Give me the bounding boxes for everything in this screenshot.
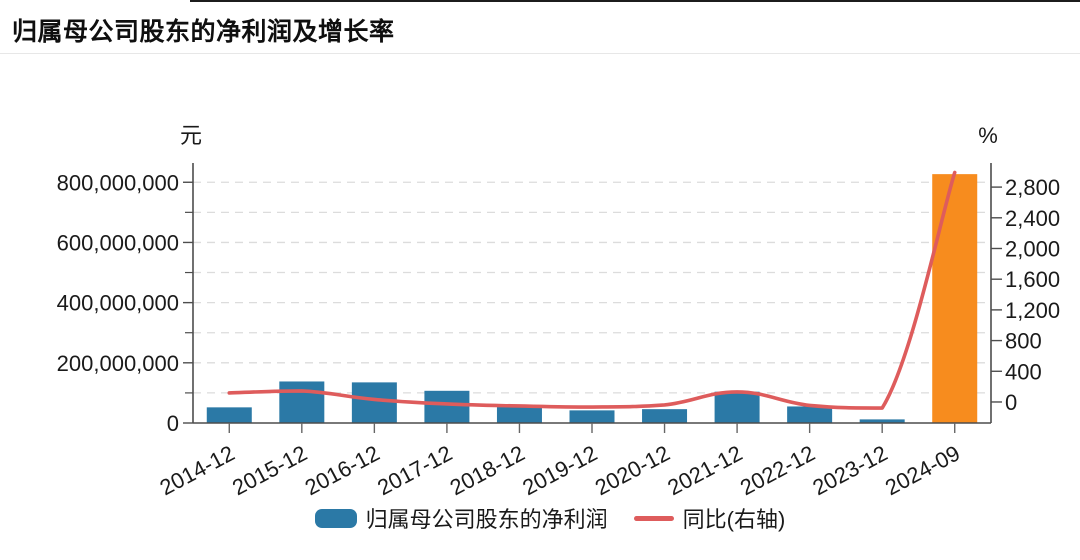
x-axis-label-2023-12: 2023-12 [808,440,891,500]
bar-2021-12[interactable] [714,391,760,423]
right-axis-label: 0 [1005,390,1017,415]
right-axis-label: 2,400 [1005,206,1060,231]
right-axis-label: 800 [1005,329,1042,354]
right-axis-label: 2,000 [1005,236,1060,261]
right-axis-label: 400 [1005,359,1042,384]
bar-2022-12[interactable] [787,406,833,423]
header-divider [0,53,1080,54]
legend-label-yoy: 同比(右轴) [682,507,786,532]
yoy-line [227,170,957,410]
x-axis-label-2016-12: 2016-12 [301,440,384,500]
x-axis-label-2017-12: 2017-12 [373,440,456,500]
x-axis-label-2019-12: 2019-12 [518,440,601,500]
left-axis-label: 0 [167,411,179,436]
bar-2023-12[interactable] [859,419,905,423]
bar-2024-09[interactable] [932,174,978,423]
legend-item-net-profit[interactable]: 归属母公司股东的净利润 [314,502,608,534]
top-border-line [190,0,1080,2]
x-axis-label-2022-12: 2022-12 [736,440,819,500]
chart-legend: 归属母公司股东的净利润 同比(右轴) [10,502,1080,534]
right-axis-unit: % [978,123,998,148]
bar-2015-12[interactable] [279,381,325,423]
left-axis-label: 400,000,000 [57,291,179,316]
bar-2019-12[interactable] [569,410,615,423]
bar-2018-12[interactable] [496,407,542,423]
left-axis-label: 600,000,000 [57,230,179,255]
right-axis-label: 1,600 [1005,267,1060,292]
page-title: 归属母公司股东的净利润及增长率 [12,18,395,46]
bar-2020-12[interactable] [642,409,688,423]
bar-2017-12[interactable] [424,390,470,423]
x-axis-label-2020-12: 2020-12 [591,440,674,500]
bar-swatch-icon [314,508,357,528]
bar-2014-12[interactable] [206,407,252,423]
x-axis-label-2021-12: 2021-12 [663,440,746,500]
left-axis-label: 800,000,000 [57,170,179,195]
line-swatch-icon [633,515,674,521]
legend-label-net-profit: 归属母公司股东的净利润 [365,507,608,532]
left-axis-label: 200,000,000 [57,351,179,376]
bar-2016-12[interactable] [351,382,397,423]
right-axis-label: 2,800 [1005,175,1060,200]
left-axis-unit: 元 [180,123,202,148]
legend-item-yoy[interactable]: 同比(右轴) [633,502,786,534]
x-axis-label-2014-12: 2014-12 [156,440,239,500]
x-axis-label-2018-12: 2018-12 [446,440,529,500]
x-axis-label-2015-12: 2015-12 [228,440,311,500]
x-axis-label-2024-09: 2024-09 [881,440,964,500]
right-axis-label: 1,200 [1005,298,1060,323]
